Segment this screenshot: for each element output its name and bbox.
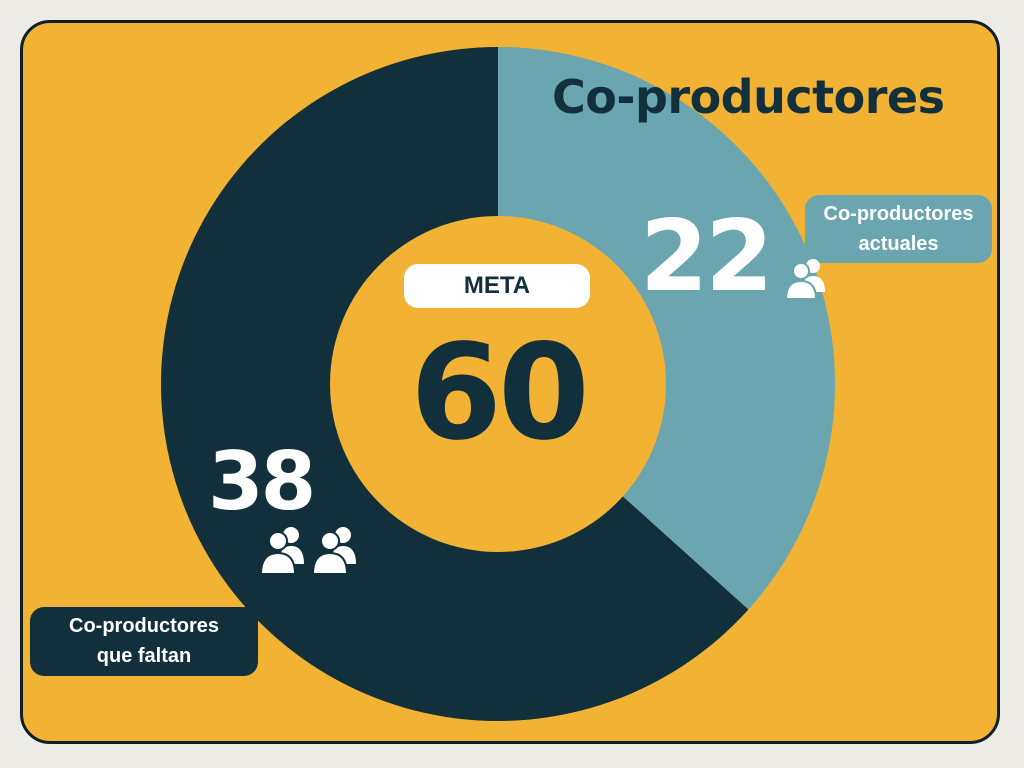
current-label-line2: actuales: [858, 233, 939, 255]
missing-label-line2: que faltan: [96, 645, 192, 667]
goal-label: META: [404, 264, 590, 308]
current-label-line1: Co-productores: [823, 203, 974, 225]
current-coproducers-label: Co-productores actuales: [805, 195, 992, 263]
people-icon: [259, 527, 304, 575]
people-icon: [311, 527, 356, 575]
missing-label-line1: Co-productores: [69, 615, 219, 637]
people-icon: [784, 259, 825, 300]
goal-value: 60: [410, 316, 590, 470]
missing-coproducers-value: 38: [208, 435, 316, 528]
chart-title: Co-productores: [552, 70, 945, 124]
current-coproducers-value: 22: [640, 200, 773, 314]
missing-coproducers-label: Co-productores que faltan: [30, 607, 258, 676]
donut-slice-0: [498, 47, 835, 610]
